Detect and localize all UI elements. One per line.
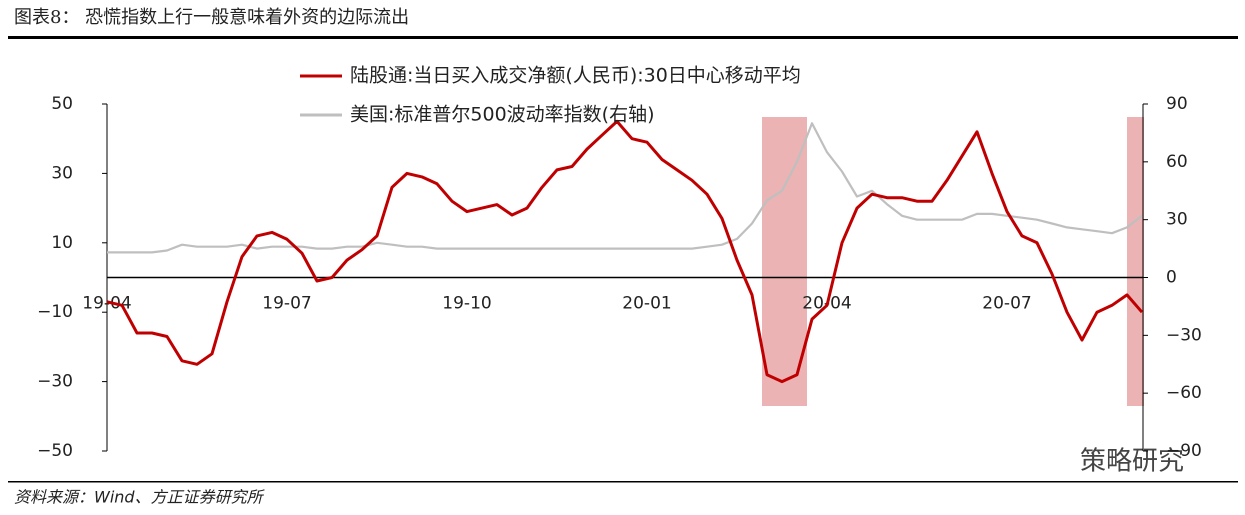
y2-tick-label: 0 [1166, 268, 1177, 288]
x-tick-label: 20-01 [622, 294, 671, 314]
source: 资料来源：Wind、方正证券研究所 [14, 488, 266, 507]
source-rule [8, 481, 1238, 483]
y2-tick-label: −30 [1166, 325, 1202, 345]
series-line [106, 119, 1144, 384]
legend-label: 美国:标准普尔500波动率指数(右轴) [350, 104, 655, 126]
y-tick-label: 30 [51, 163, 73, 183]
title-rule [8, 36, 1238, 39]
y-tick-label: −30 [37, 372, 73, 392]
chart-title: 图表8： 恐慌指数上行一般意味着外资的边际流出 [14, 7, 409, 28]
x-tick-label: 19-10 [442, 294, 491, 314]
highlight-band [1127, 117, 1144, 406]
series-line [107, 122, 1143, 254]
y2-tick-label: −60 [1166, 383, 1202, 403]
legend-label: 陆股通:当日买入成交净额(人民币):30日中心移动平均 [350, 65, 801, 87]
y2-tick-label: −90 [1166, 441, 1202, 461]
highlight-band [762, 117, 807, 406]
y2-tick-label: 60 [1166, 152, 1188, 172]
y-tick-label: −50 [37, 441, 73, 461]
y-tick-label: −10 [37, 302, 73, 322]
watermark: 策略研究 [1080, 447, 1184, 477]
y-tick-label: 50 [51, 94, 73, 114]
x-tick-label: 19-04 [82, 294, 131, 314]
y2-tick-label: 90 [1166, 94, 1188, 114]
x-tick-label: 19-07 [262, 294, 311, 314]
y-tick-label: 10 [51, 233, 73, 253]
y2-tick-label: 30 [1166, 210, 1188, 230]
x-tick-label: 20-07 [982, 294, 1031, 314]
